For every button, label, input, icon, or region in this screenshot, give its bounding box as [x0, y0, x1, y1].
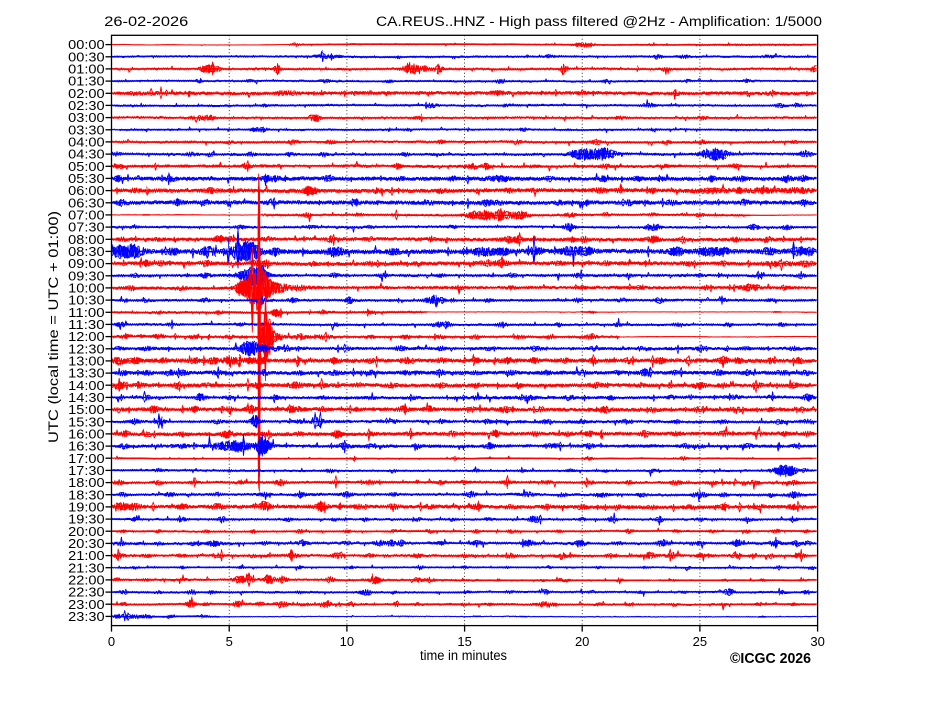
svg-text:05:30: 05:30 — [68, 171, 104, 186]
svg-text:0: 0 — [108, 634, 115, 649]
svg-text:18:00: 18:00 — [68, 475, 104, 490]
svg-text:21:30: 21:30 — [68, 560, 104, 575]
svg-text:08:00: 08:00 — [68, 232, 104, 247]
svg-text:19:00: 19:00 — [68, 500, 104, 515]
svg-text:11:30: 11:30 — [68, 317, 104, 332]
svg-text:CA.REUS..HNZ - High pass filte: CA.REUS..HNZ - High pass filtered @2Hz -… — [376, 14, 822, 29]
svg-text:06:00: 06:00 — [68, 183, 104, 198]
svg-text:©ICGC 2026: ©ICGC 2026 — [730, 650, 811, 667]
svg-text:07:00: 07:00 — [68, 208, 104, 223]
svg-text:14:00: 14:00 — [68, 378, 104, 393]
svg-text:16:00: 16:00 — [68, 427, 104, 442]
svg-text:04:00: 04:00 — [68, 135, 104, 150]
svg-text:13:00: 13:00 — [68, 354, 104, 369]
svg-text:07:30: 07:30 — [68, 220, 104, 235]
svg-text:30: 30 — [810, 634, 824, 649]
svg-text:12:30: 12:30 — [68, 341, 104, 356]
svg-text:00:30: 00:30 — [68, 49, 104, 64]
svg-text:01:00: 01:00 — [68, 62, 104, 77]
svg-text:15:30: 15:30 — [68, 414, 104, 429]
svg-text:00:00: 00:00 — [68, 37, 104, 52]
svg-text:UTC (local time = UTC + 01:00): UTC (local time = UTC + 01:00) — [46, 211, 61, 443]
svg-text:18:30: 18:30 — [68, 487, 104, 502]
svg-text:09:00: 09:00 — [68, 256, 104, 271]
svg-text:19:30: 19:30 — [68, 512, 104, 527]
svg-text:17:30: 17:30 — [68, 463, 104, 478]
svg-text:25: 25 — [693, 634, 707, 649]
svg-text:17:00: 17:00 — [68, 451, 104, 466]
svg-text:22:00: 22:00 — [68, 573, 104, 588]
svg-text:13:30: 13:30 — [68, 366, 104, 381]
svg-text:08:30: 08:30 — [68, 244, 104, 259]
svg-text:14:30: 14:30 — [68, 390, 104, 405]
svg-text:09:30: 09:30 — [68, 268, 104, 283]
svg-text:20:00: 20:00 — [68, 524, 104, 539]
svg-text:02:00: 02:00 — [68, 86, 104, 101]
svg-text:26-02-2026: 26-02-2026 — [104, 14, 188, 29]
svg-text:02:30: 02:30 — [68, 98, 104, 113]
svg-text:23:00: 23:00 — [68, 597, 104, 612]
svg-text:16:30: 16:30 — [68, 439, 104, 454]
svg-text:21:00: 21:00 — [68, 548, 104, 563]
svg-text:20:30: 20:30 — [68, 536, 104, 551]
svg-text:time in minutes: time in minutes — [420, 648, 507, 663]
svg-text:05:00: 05:00 — [68, 159, 104, 174]
svg-text:01:30: 01:30 — [68, 74, 104, 89]
svg-text:10: 10 — [340, 634, 354, 649]
svg-text:12:00: 12:00 — [68, 329, 104, 344]
svg-text:22:30: 22:30 — [68, 585, 104, 600]
svg-text:04:30: 04:30 — [68, 147, 104, 162]
svg-text:15:00: 15:00 — [68, 402, 104, 417]
svg-text:03:00: 03:00 — [68, 110, 104, 125]
svg-text:20: 20 — [575, 634, 589, 649]
svg-text:10:30: 10:30 — [68, 293, 104, 308]
svg-text:11:00: 11:00 — [68, 305, 104, 320]
svg-text:06:30: 06:30 — [68, 195, 104, 210]
svg-text:10:00: 10:00 — [68, 281, 104, 296]
svg-text:23:30: 23:30 — [68, 609, 104, 624]
svg-text:5: 5 — [226, 634, 233, 649]
svg-text:03:30: 03:30 — [68, 122, 104, 137]
svg-text:15: 15 — [457, 634, 471, 649]
